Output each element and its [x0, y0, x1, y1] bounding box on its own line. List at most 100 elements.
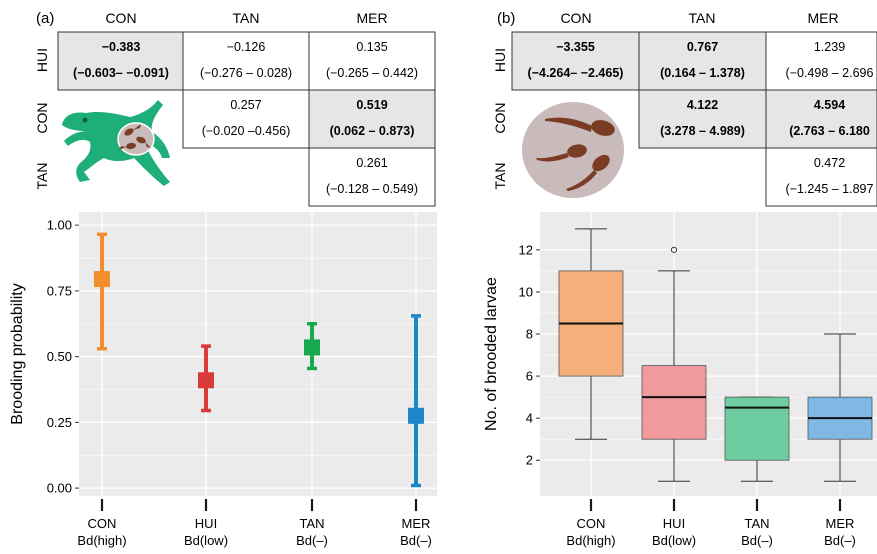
cell-estimate: −0.383: [102, 40, 141, 54]
table-cell: [308, 147, 436, 207]
cell-ci: (2.763 – 6.180: [789, 124, 870, 138]
box-tan: [724, 396, 790, 461]
cell-estimate: 4.122: [687, 98, 718, 112]
x-tick-sublabel: Bd(high): [77, 533, 126, 548]
panel-a-col-header-con: CON: [105, 10, 136, 26]
cell-ci: (−0.603– −0.091): [73, 66, 169, 80]
y-tick-label: 10: [519, 284, 533, 299]
cell-ci: (−0.128 – 0.549): [326, 182, 418, 196]
cell-ci: (−0.020 –0.456): [202, 124, 291, 138]
x-tick-sublabel: Bd(low): [652, 533, 696, 548]
outlier-point: [670, 246, 678, 253]
chart-a-ylabel: Brooding probability: [9, 283, 26, 424]
x-tick-label: HUI: [195, 516, 217, 531]
cell-estimate: 0.519: [356, 98, 387, 112]
cell-estimate: −0.126: [227, 40, 266, 54]
panel-b-col-header-tan: TAN: [689, 10, 716, 26]
panel-b-col-header-con: CON: [560, 10, 591, 26]
y-tick-label: 12: [519, 242, 533, 257]
cell-estimate: 0.257: [230, 98, 261, 112]
cell-ci: (−0.265 – 0.442): [326, 66, 418, 80]
y-tick-label: 0.00: [47, 481, 72, 496]
x-tick-sublabel: Bd(high): [566, 533, 615, 548]
point-estimate-tan: [304, 339, 320, 356]
panel-b-table: (b) CON TAN MER HUI CON TAN −3.355 (−4.26…: [492, 10, 877, 207]
chart-a-marks: [94, 232, 424, 488]
chart-b-marks: [558, 228, 873, 482]
cell-estimate: 0.135: [356, 40, 387, 54]
cell-estimate: −3.355: [556, 40, 595, 54]
cell-ci: (0.164 – 1.378): [660, 66, 745, 80]
table-cell: [308, 89, 436, 149]
frog-illustration: [62, 100, 170, 186]
y-tick-label: 6: [526, 369, 533, 384]
point-estimate-mer: [408, 407, 424, 424]
panel-a-label: (a): [36, 10, 54, 27]
panel-a-row-header-hui: HUI: [34, 48, 50, 72]
chart-b-ylabel: No. of brooded larvae: [483, 277, 500, 431]
x-tick-label: MER: [402, 516, 431, 531]
cell-estimate: 0.472: [814, 156, 845, 170]
cell-ci: (0.062 – 0.873): [330, 124, 415, 138]
y-tick-label: 2: [526, 453, 533, 468]
x-tick-label: MER: [826, 516, 855, 531]
y-tick-label: 0.75: [47, 283, 72, 298]
y-tick-label: 0.25: [47, 415, 72, 430]
y-tick-label: 1.00: [47, 218, 72, 233]
panel-a-col-header-mer: MER: [356, 10, 387, 26]
table-cell: [308, 31, 436, 91]
x-tick-label: CON: [88, 516, 117, 531]
panel-b-cells: −3.355 (−4.264– −2.465) 0.767 (0.164 – 1.37…: [511, 31, 877, 207]
cell-ci: (−1.245 – 1.897: [786, 182, 874, 196]
panel-b-row-header-tan: TAN: [492, 163, 508, 190]
cell-estimate: 1.239: [814, 40, 845, 54]
point-estimate-con: [94, 271, 110, 288]
table-cell: [765, 147, 877, 207]
x-tick-label: HUI: [663, 516, 685, 531]
table-cell: [182, 89, 310, 149]
chart-a: 0.00 0.25 0.50 0.75 1.00 CON Bd(high) HUI Bd(low…: [9, 212, 437, 548]
x-tick-sublabel: Bd(low): [184, 533, 228, 548]
panel-a-row-header-tan: TAN: [34, 163, 50, 190]
frog-eye: [82, 117, 88, 123]
cell-estimate: 0.261: [356, 156, 387, 170]
cell-ci: (3.278 – 4.989): [660, 124, 745, 138]
tadpoles: [536, 117, 615, 191]
chart-a-panel: [79, 212, 437, 496]
x-tick-sublabel: Bd(–): [741, 533, 773, 548]
table-cell: [765, 89, 877, 149]
tadpole-illustration: [522, 102, 624, 198]
table-cell: [511, 31, 640, 91]
x-tick-sublabel: Bd(–): [400, 533, 432, 548]
panel-a-row-header-con: CON: [34, 102, 50, 133]
y-tick-label: 0.50: [47, 349, 72, 364]
panel-b-col-header-mer: MER: [807, 10, 838, 26]
cell-ci: (−0.498 – 2.696: [786, 66, 874, 80]
panel-a-table: (a) CON TAN MER HUI CON TAN −0.383 (−0.60…: [34, 10, 436, 207]
table-cell: [57, 31, 185, 91]
cell-estimate: 4.594: [814, 98, 845, 112]
y-tick-label: 4: [526, 411, 533, 426]
table-cell: [638, 89, 767, 149]
panel-a-col-header-tan: TAN: [233, 10, 260, 26]
frog-silhouette: [62, 100, 170, 186]
cell-ci: (−4.264– −2.465): [528, 66, 624, 80]
panel-b-row-header-con: CON: [492, 102, 508, 133]
panel-b-label: (b): [497, 10, 515, 27]
x-tick-label: TAN: [744, 516, 769, 531]
y-tick-label: 8: [526, 327, 533, 342]
cell-ci: (−0.276 – 0.028): [200, 66, 292, 80]
x-tick-sublabel: Bd(–): [824, 533, 856, 548]
chart-a-axes: 0.00 0.25 0.50 0.75 1.00 CON Bd(high) HUI Bd(low…: [47, 218, 432, 548]
point-estimate-hui: [198, 372, 214, 389]
x-tick-sublabel: Bd(–): [296, 533, 328, 548]
chart-b-axes: 2 4 6 8 10 12 CON Bd(high) HUI Bd(low) TAN Bd(–) MER…: [519, 242, 856, 548]
tadpole-group: [119, 124, 151, 150]
cell-estimate: 0.767: [687, 40, 718, 54]
box-hui: [641, 365, 707, 440]
chart-b: 2 4 6 8 10 12 CON Bd(high) HUI Bd(low) TAN Bd(–) MER…: [483, 212, 877, 548]
table-cell: [765, 31, 877, 91]
x-tick-label: TAN: [299, 516, 324, 531]
x-tick-label: CON: [577, 516, 606, 531]
